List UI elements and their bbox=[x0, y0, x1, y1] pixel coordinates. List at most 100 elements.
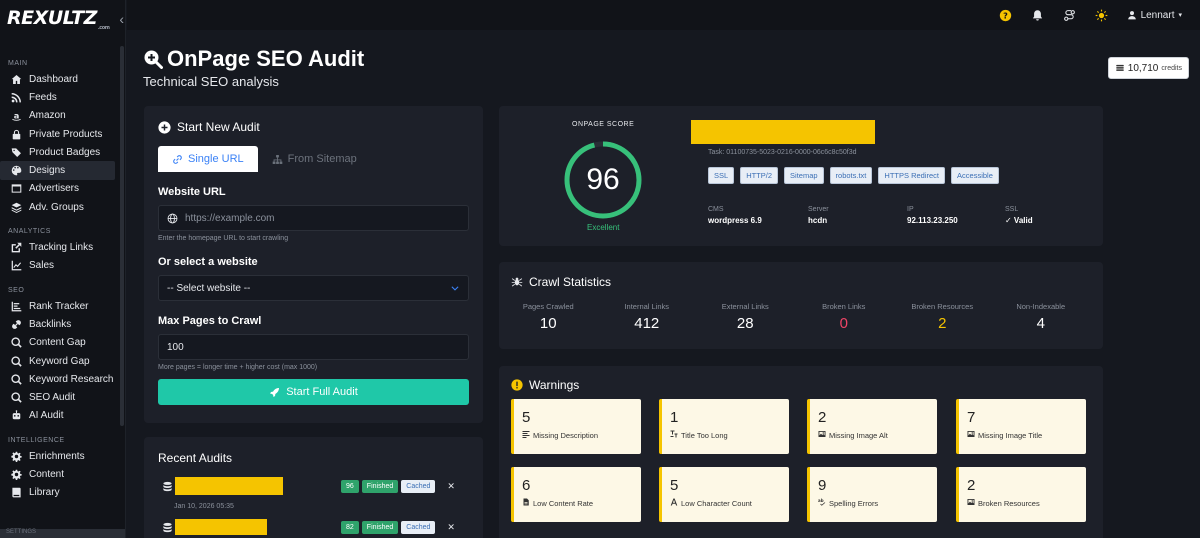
sidebar-item-keyword-gap[interactable]: Keyword Gap bbox=[0, 352, 125, 370]
onpage-score-card: ONPAGE SCORE 96 Excellent Task: 01100735… bbox=[499, 106, 1103, 246]
sidebar-item-label: Keyword Gap bbox=[29, 355, 90, 367]
start-audit-card: Start New Audit Single URL From Sitemap … bbox=[144, 106, 483, 423]
coins-icon bbox=[1116, 64, 1124, 71]
warning-count: 1 bbox=[670, 409, 679, 426]
sidebar-item-adv-groups[interactable]: Adv. Groups bbox=[0, 198, 125, 216]
logo[interactable]: REXULTZ.com bbox=[7, 7, 110, 31]
warning-count: 6 bbox=[522, 477, 531, 494]
delete-audit-icon[interactable]: ✕ bbox=[447, 521, 455, 532]
sidebar-item-tracking-links[interactable]: Tracking Links bbox=[0, 238, 125, 256]
topbar: ? Lennart ▾ bbox=[127, 0, 1200, 30]
meta-ssl: SSL ✓ Valid bbox=[1005, 206, 1033, 225]
sidebar-item-backlinks[interactable]: Backlinks bbox=[0, 315, 125, 333]
sidebar-item-ai-audit[interactable]: AI Audit bbox=[0, 407, 125, 425]
sidebar-item-enrichments[interactable]: Enrichments bbox=[0, 447, 125, 465]
sidebar-item-label: Private Products bbox=[29, 128, 103, 140]
warning-low-content-rate[interactable]: 6 Low Content Rate bbox=[511, 467, 641, 522]
audit-score-badge: 82 bbox=[341, 520, 359, 534]
stat-external-links: External Links 28 bbox=[696, 302, 795, 332]
warning-count: 9 bbox=[818, 477, 827, 494]
bell-icon[interactable] bbox=[1031, 8, 1045, 22]
sidebar-item-amazon[interactable]: a Amazon bbox=[0, 107, 125, 125]
sidebar-item-seo-audit[interactable]: SEO Audit bbox=[0, 388, 125, 406]
warning-broken-resources[interactable]: 2 Broken Resources bbox=[956, 467, 1086, 522]
stat-value: 28 bbox=[736, 315, 754, 332]
max-pages-input[interactable]: 100 bbox=[158, 334, 469, 360]
sidebar-footer-settings: SETTINGS bbox=[0, 529, 125, 538]
sidebar-item-label: Adv. Groups bbox=[29, 201, 84, 213]
warning-label: Missing Description bbox=[522, 430, 633, 440]
max-pages-hint: More pages = longer time + higher cost (… bbox=[158, 364, 318, 371]
stat-value: 0 bbox=[839, 315, 848, 332]
tab-single-url[interactable]: Single URL bbox=[158, 146, 258, 172]
warning-spelling-errors[interactable]: 9 ab Spelling Errors bbox=[807, 467, 937, 522]
database-icon bbox=[163, 522, 172, 532]
warning-missing-image-title[interactable]: 7 Missing Image Title bbox=[956, 399, 1086, 454]
help-icon[interactable]: ? bbox=[999, 8, 1013, 22]
user-menu[interactable]: Lennart ▾ bbox=[1127, 10, 1182, 21]
select-website-dropdown[interactable]: -- Select website -- bbox=[158, 275, 469, 301]
warnings-title-text: Warnings bbox=[529, 378, 580, 392]
select-website-label: Or select a website bbox=[158, 256, 258, 268]
sidebar-scrollbar[interactable] bbox=[120, 46, 124, 426]
tab-from-sitemap[interactable]: From Sitemap bbox=[258, 146, 371, 172]
logo-row: REXULTZ.com ‹ bbox=[0, 0, 125, 38]
route-icon[interactable] bbox=[1063, 8, 1077, 22]
sidebar-section-intelligence: INTELLIGENCE bbox=[8, 437, 65, 445]
warning-count: 5 bbox=[670, 477, 679, 494]
stat-value: 4 bbox=[1036, 315, 1045, 332]
sidebar: REXULTZ.com ‹ MAIN Dashboard Feeds a Amazon P… bbox=[0, 0, 126, 538]
warning-label: Low Character Count bbox=[670, 498, 781, 508]
warning-title-too-long[interactable]: 1 Title Too Long bbox=[659, 399, 789, 454]
sidebar-item-content-gap[interactable]: Content Gap bbox=[0, 334, 125, 352]
warnings-card: Warnings 5 Missing Description 1 Title Too … bbox=[499, 366, 1103, 538]
search-icon bbox=[10, 373, 22, 385]
warning-label-text: Broken Resources bbox=[978, 498, 1040, 508]
sidebar-section-seo: SEO bbox=[8, 286, 25, 294]
image-icon bbox=[967, 498, 975, 508]
sidebar-item-sales[interactable]: Sales bbox=[0, 257, 125, 275]
sidebar-item-product-badges[interactable]: Product Badges bbox=[0, 143, 125, 161]
sidebar-item-feeds[interactable]: Feeds bbox=[0, 88, 125, 106]
warning-missing-description[interactable]: 5 Missing Description bbox=[511, 399, 641, 454]
sun-icon[interactable] bbox=[1095, 8, 1109, 22]
website-url-hint: Enter the homepage URL to start crawling bbox=[158, 235, 289, 242]
sidebar-item-rank-tracker[interactable]: Rank Tracker bbox=[0, 297, 125, 315]
stat-value: 10 bbox=[539, 315, 557, 332]
robot-icon bbox=[10, 410, 22, 422]
page-subtitle: Technical SEO analysis bbox=[143, 74, 279, 89]
sitemap-icon bbox=[272, 154, 282, 164]
warning-icon bbox=[511, 379, 523, 391]
sidebar-item-private-products[interactable]: Private Products bbox=[0, 125, 125, 143]
sidebar-item-advertisers[interactable]: Advertisers bbox=[0, 180, 125, 198]
warning-missing-image-alt[interactable]: 2 Missing Image Alt bbox=[807, 399, 937, 454]
delete-audit-icon[interactable]: ✕ bbox=[447, 480, 455, 491]
sidebar-item-label: Sales bbox=[29, 260, 55, 272]
sidebar-item-library[interactable]: Library bbox=[0, 484, 125, 502]
warning-low-character-count[interactable]: 5 Low Character Count bbox=[659, 467, 789, 522]
sidebar-item-label: Enrichments bbox=[29, 450, 85, 462]
collapse-sidebar-icon[interactable]: ‹ bbox=[119, 11, 125, 27]
start-full-audit-button[interactable]: Start Full Audit bbox=[158, 379, 469, 405]
warnings-title: Warnings bbox=[511, 378, 1091, 392]
sidebar-item-designs[interactable]: Designs bbox=[0, 161, 115, 180]
recent-audit-row[interactable]: 96 Finished Cached ✕ bbox=[162, 477, 455, 495]
sidebar-item-content[interactable]: Content bbox=[0, 465, 125, 483]
crawl-statistics-title-text: Crawl Statistics bbox=[529, 275, 612, 289]
svg-text:?: ? bbox=[1003, 10, 1008, 20]
recent-audit-row[interactable]: 82 Finished Cached ✕ bbox=[162, 519, 455, 535]
stat-internal-links: Internal Links 412 bbox=[598, 302, 697, 332]
sidebar-item-dashboard[interactable]: Dashboard bbox=[0, 70, 125, 88]
stat-label: External Links bbox=[721, 302, 769, 311]
sidebar-item-keyword-research[interactable]: Keyword Research bbox=[0, 370, 125, 388]
score-rating: Excellent bbox=[587, 223, 620, 232]
credits-badge[interactable]: 10,710 credits bbox=[1107, 57, 1189, 79]
crawl-statistics-card: Crawl Statistics Pages Crawled 10 Internal… bbox=[499, 262, 1103, 349]
select-website-value: -- Select website -- bbox=[167, 282, 251, 294]
warning-label: ab Spelling Errors bbox=[818, 498, 929, 508]
website-url-input[interactable]: https://example.com bbox=[158, 205, 469, 231]
crawl-statistics-title: Crawl Statistics bbox=[511, 275, 1091, 289]
sidebar-item-label: Amazon bbox=[29, 110, 66, 122]
stat-value: 2 bbox=[938, 315, 947, 332]
audit-status-badge: Finished bbox=[361, 479, 399, 493]
